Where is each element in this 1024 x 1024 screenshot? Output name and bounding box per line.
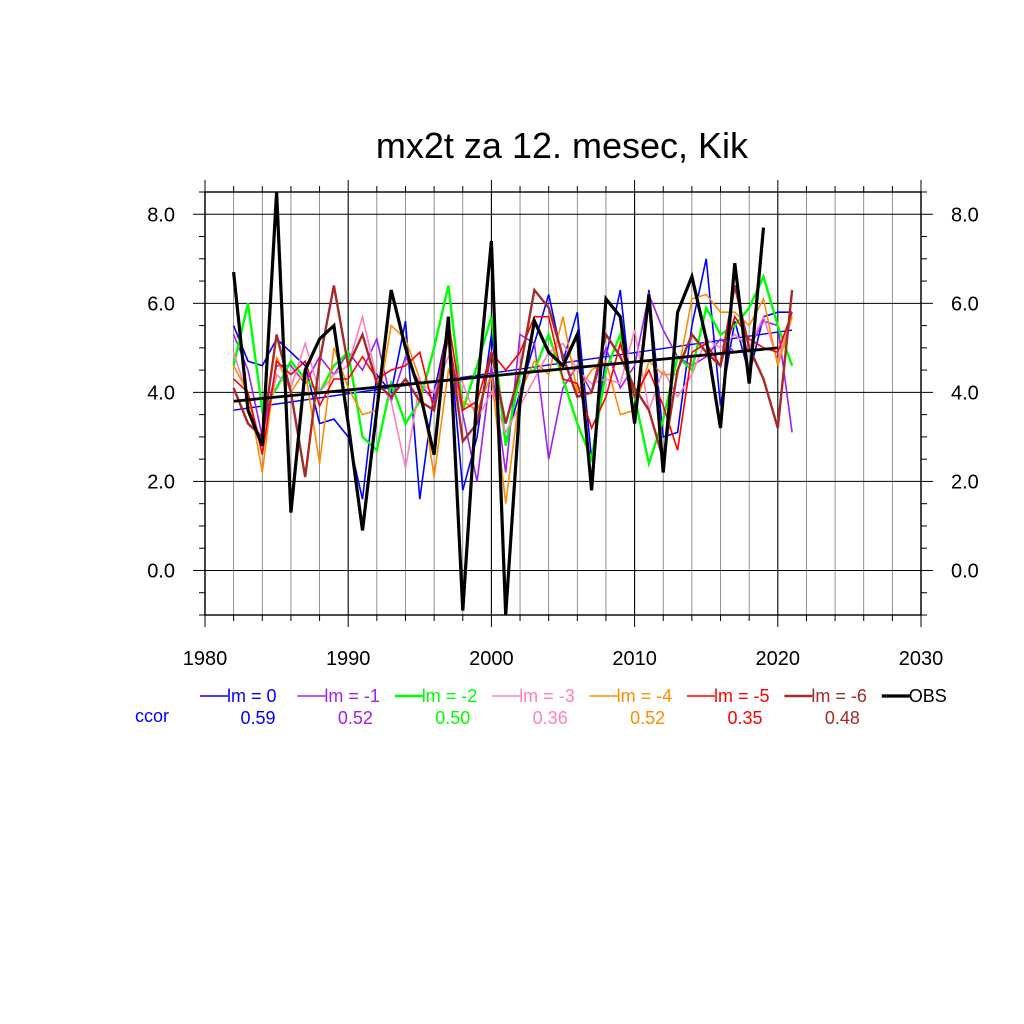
series-line-lm-0 (232, 258, 793, 500)
plot-series (232, 191, 794, 616)
y-tick-label-right: 8.0 (951, 204, 979, 226)
ccor-value-lm-2: 0.50 (435, 708, 470, 728)
ccor-value-lm-3: 0.36 (533, 708, 568, 728)
y-tick-label-left: 0.0 (147, 560, 175, 582)
y-tick-label-left: 6.0 (147, 293, 175, 315)
legend-label-lm-6: lm = -6 (811, 686, 867, 706)
legend-label-lm-4: lm = -4 (617, 686, 673, 706)
ccor-value-lm-4: 0.52 (630, 708, 665, 728)
legend-label-lm-5: lm = -5 (714, 686, 770, 706)
y-tick-label-left: 8.0 (147, 204, 175, 226)
series-line-lm-1 (232, 291, 793, 482)
grid-lines (204, 192, 922, 615)
axes: 0.0 0.0 2.0 2.0 4.0 4.0 6.0 6.0 8.0 8.0 1980 1990 20… (147, 180, 979, 670)
y-tick-label-right: 6.0 (951, 293, 979, 315)
ccor-value-lm-6: 0.48 (825, 708, 860, 728)
ccor-label: ccor (135, 706, 169, 726)
ccor-value-lm-1: 0.52 (338, 708, 373, 728)
legend-label-lm-1: lm = -1 (324, 686, 380, 706)
legend-label-lm-3: lm = -3 (519, 686, 575, 706)
x-tick-label: 2010 (612, 648, 657, 670)
chart-title: mx2t za 12. mesec, Kik (376, 125, 749, 166)
series-line-lm-4 (232, 293, 793, 504)
y-tick-label-right: 2.0 (951, 471, 979, 493)
legend-label-lm-0: lm = 0 (227, 686, 277, 706)
x-tick-label: 2030 (899, 648, 944, 670)
legend-label-lm-2: lm = -2 (422, 686, 478, 706)
y-tick-label-left: 2.0 (147, 471, 175, 493)
x-tick-label: 2020 (756, 648, 801, 670)
ccor-value-lm-0: 0.59 (240, 708, 275, 728)
plot-frame (204, 191, 922, 616)
ccor-value-lm-5: 0.35 (727, 708, 762, 728)
series-line-obs (232, 191, 766, 616)
y-tick-label-right: 0.0 (951, 560, 979, 582)
x-tick-label: 2000 (469, 648, 514, 670)
y-tick-label-left: 4.0 (147, 382, 175, 404)
trend-line-obs (233, 346, 778, 403)
series-line-lm-6 (232, 285, 794, 478)
series-line-lm-2 (232, 273, 794, 469)
x-tick-label: 1980 (183, 648, 228, 670)
y-tick-label-right: 4.0 (951, 382, 979, 404)
legend-label-obs: OBS (909, 686, 947, 706)
x-tick-label: 1990 (326, 648, 371, 670)
